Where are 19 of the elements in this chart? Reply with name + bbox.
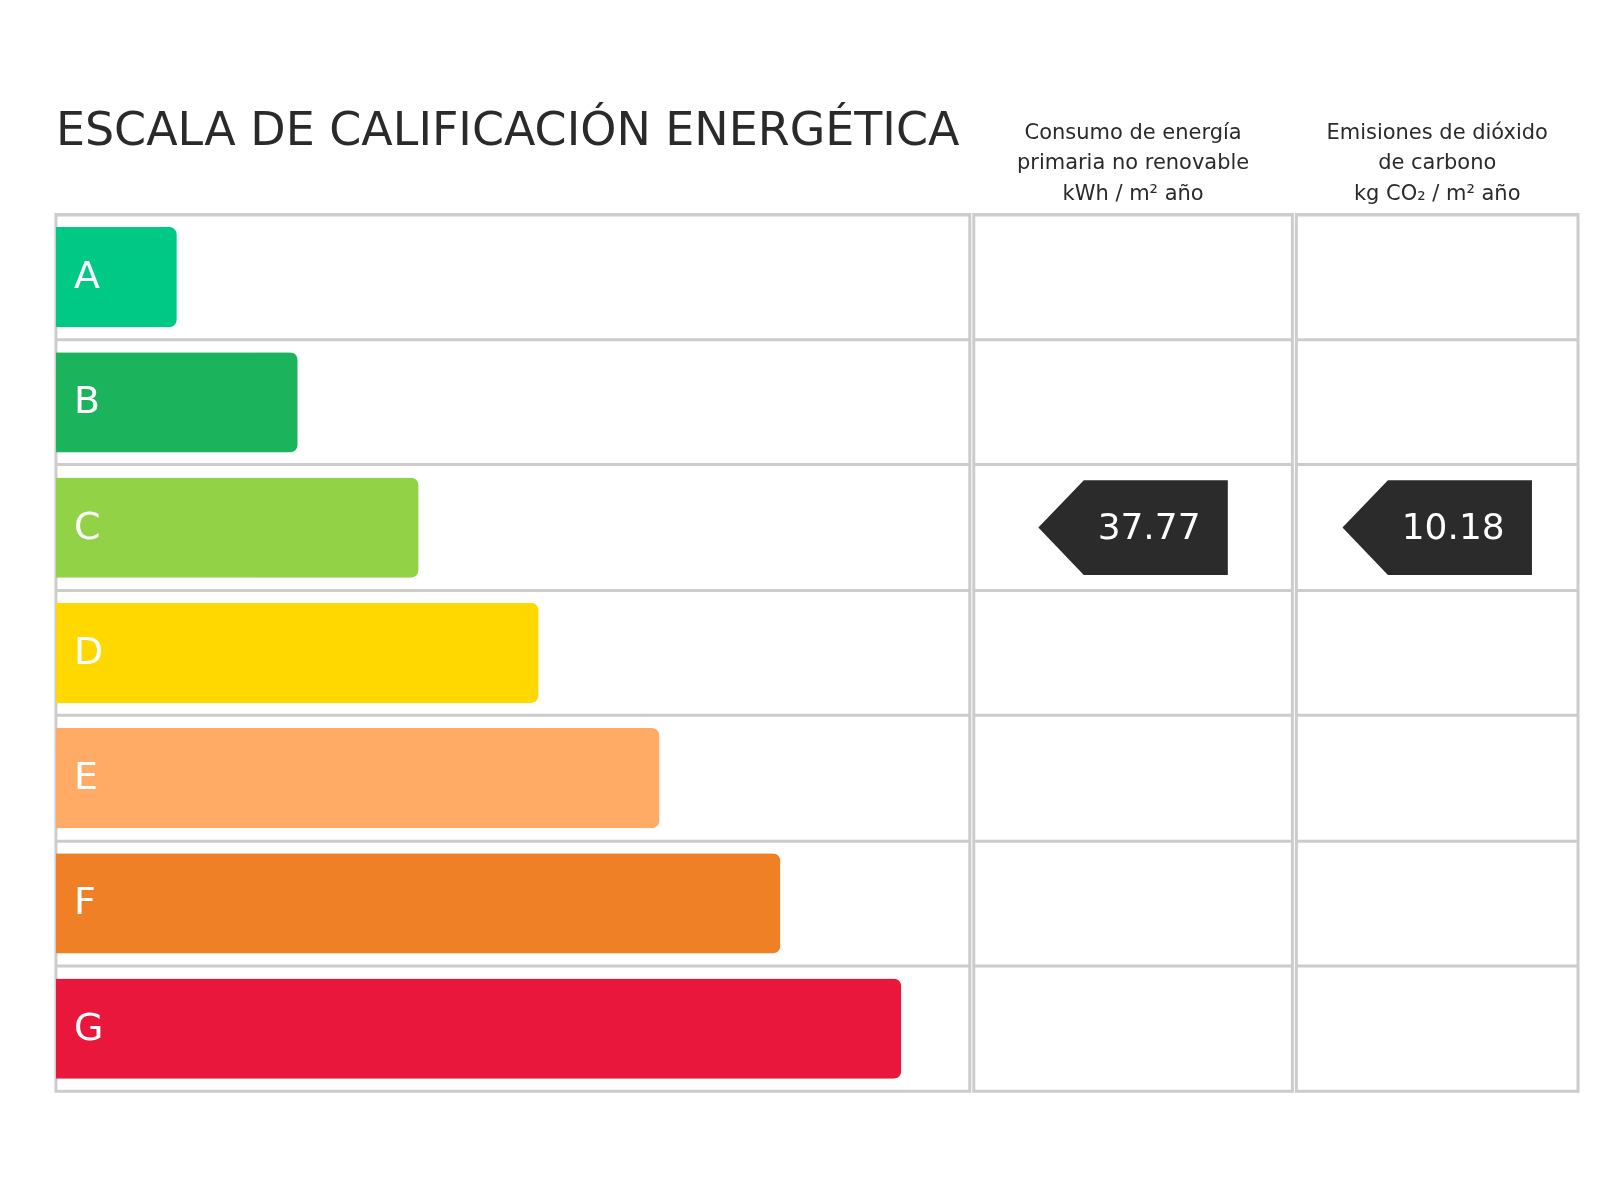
bar <box>55 477 419 578</box>
y-tick-label: C <box>73 503 101 548</box>
text: Consumo de energía primaria no renovable kWh / m² año <box>1016 119 1250 206</box>
y-tick-label: G <box>73 1004 104 1049</box>
y-tick-label: B <box>73 378 100 423</box>
bar <box>55 226 177 328</box>
bar <box>55 352 298 453</box>
bar <box>55 728 660 829</box>
chart-title: ESCALA DE CALIFICACIÓN ENERGÉTICA <box>55 101 960 156</box>
y-tick-label: D <box>73 628 104 673</box>
text: 37.77 <box>1097 505 1201 547</box>
y-tick-label: F <box>73 879 96 924</box>
text: Emisiones de dióxido de carbono kg CO₂ / m² año <box>1326 119 1548 206</box>
bar <box>55 602 539 703</box>
y-tick-label: E <box>73 754 98 799</box>
y-tick-label: A <box>73 253 100 298</box>
text: 10.18 <box>1401 505 1505 547</box>
bar <box>55 853 781 954</box>
bar <box>55 978 902 1079</box>
